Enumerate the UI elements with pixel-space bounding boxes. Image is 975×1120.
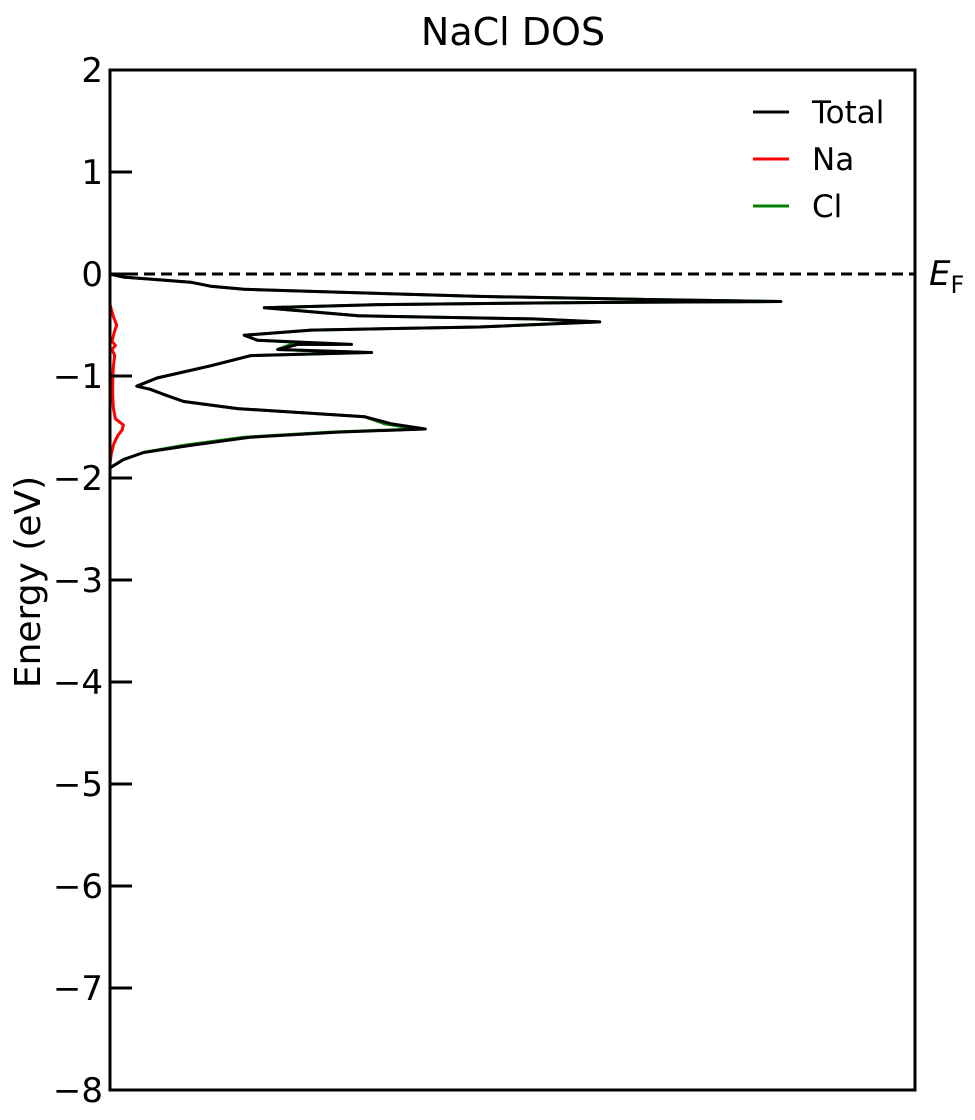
fermi-label-main: E (929, 254, 951, 294)
y-tick-label: 0 (81, 255, 103, 295)
series-line-total (109, 272, 783, 470)
legend-label-na: Na (812, 142, 854, 178)
y-tick-label: 1 (81, 153, 103, 193)
series-layer (108, 272, 783, 470)
y-tick-label: −8 (53, 1071, 103, 1111)
chart-title: NaCl DOS (421, 10, 605, 54)
y-tick-label: −6 (53, 867, 103, 907)
legend-label-total: Total (811, 95, 884, 131)
legend-label-cl: Cl (812, 189, 842, 225)
plot-area (108, 68, 917, 1092)
y-tick-label: −7 (53, 969, 103, 1009)
y-axis-label: Energy (eV) (8, 476, 49, 688)
fermi-label-subscript: F (950, 271, 964, 299)
series-line-na (108, 294, 125, 464)
y-tick-label: −5 (53, 765, 103, 805)
y-tick-label: −2 (53, 459, 103, 499)
y-tick-label: −4 (53, 663, 103, 703)
y-tick-label: −1 (53, 357, 103, 397)
legend: Total Na Cl (753, 95, 884, 225)
y-axis: 2 1 0 −1 −2 −3 −4 −5 −6 −7 −8 (53, 51, 132, 1111)
y-tick-label: −3 (53, 561, 103, 601)
fermi-level-label: EF (929, 254, 964, 299)
plot-frame (108, 68, 917, 1092)
y-tick-label: 2 (81, 51, 103, 91)
